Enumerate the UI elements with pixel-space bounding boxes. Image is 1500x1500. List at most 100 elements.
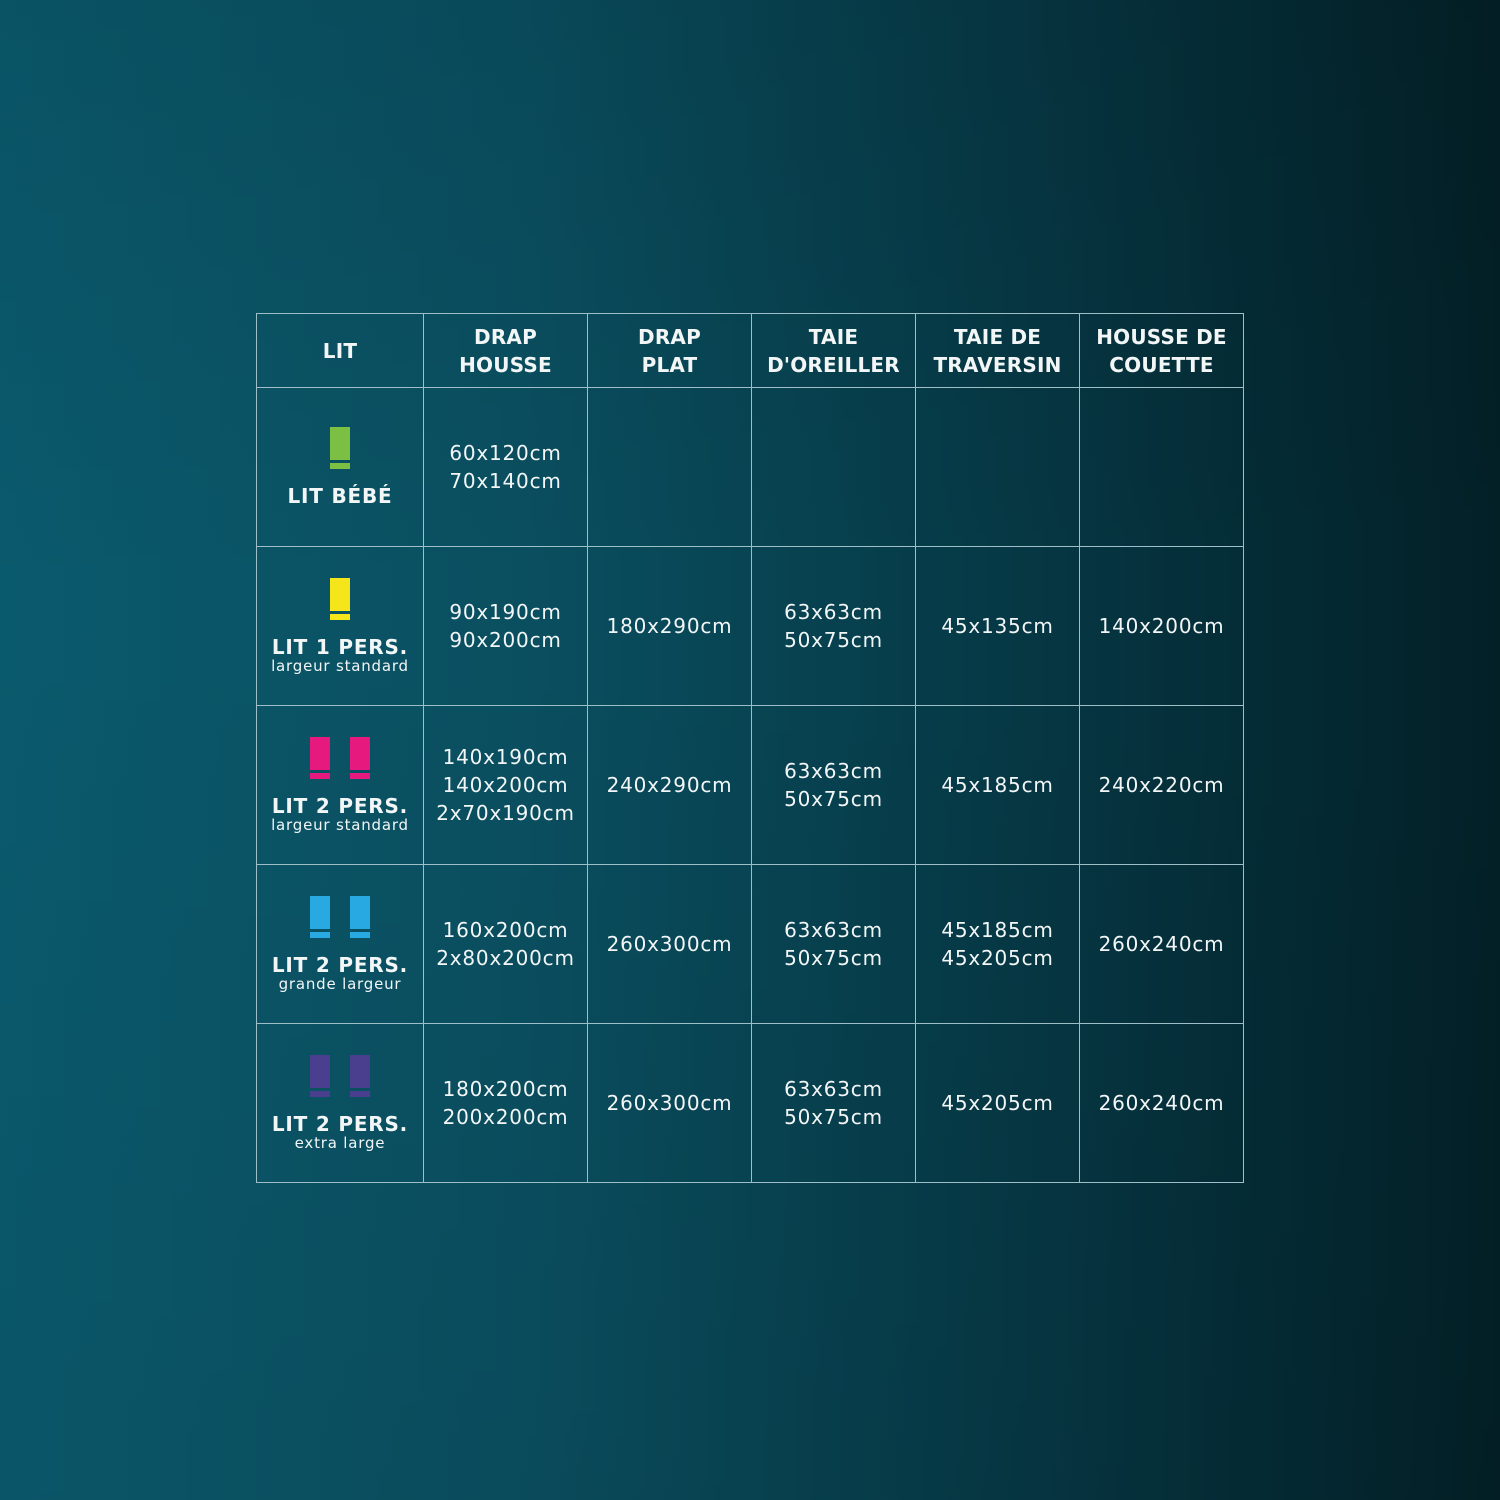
bed-icon [310, 1054, 330, 1099]
bed-type-subtitle: largeur standard [271, 815, 409, 834]
bed-type-cell: LIT 2 PERS. extra large [256, 1023, 424, 1183]
bed-type-subtitle: extra large [294, 1133, 386, 1152]
header-label: DRAP [474, 324, 537, 349]
double-bed-icon [257, 895, 423, 940]
header-label: TAIE DE [953, 324, 1042, 349]
column-header: DRAP PLAT [587, 313, 752, 388]
size-cell: 160x200cm 2x80x200cm [423, 864, 588, 1024]
header-label: DRAP [638, 324, 701, 349]
size-cell: 240x290cm [587, 705, 752, 865]
size-value: 60x120cm [449, 441, 562, 465]
size-value: 63x63cm [784, 600, 883, 624]
header-label: HOUSSE DE [1096, 324, 1227, 349]
header-label: TRAVERSIN [933, 352, 1062, 377]
header-label: D'OREILLER [767, 352, 900, 377]
size-cell: 45x185cm [915, 705, 1080, 865]
header-label: HOUSSE [459, 352, 552, 377]
bed-icon [330, 427, 350, 471]
bed-type-name: LIT BÉBÉ [287, 484, 393, 508]
bed-icon [330, 577, 350, 622]
size-value: 180x200cm [442, 1077, 569, 1101]
column-header: TAIE D'OREILLER [751, 313, 916, 388]
size-cell: 90x190cm 90x200cm [423, 546, 588, 706]
size-cell: 63x63cm 50x75cm [751, 546, 916, 706]
single-bed-icon [257, 577, 423, 622]
size-value: 140x200cm [1098, 614, 1225, 638]
size-cell: 63x63cm 50x75cm [751, 1023, 916, 1183]
size-cell: 60x120cm 70x140cm [423, 387, 588, 547]
size-cell [1079, 387, 1244, 547]
size-value: 260x300cm [606, 1091, 733, 1115]
size-value: 50x75cm [784, 1105, 883, 1129]
bed-type-cell: LIT 2 PERS. grande largeur [256, 864, 424, 1024]
size-value: 45x205cm [941, 1091, 1054, 1115]
bed-icon [310, 895, 330, 940]
header-label: TAIE [808, 324, 859, 349]
size-cell: 63x63cm 50x75cm [751, 705, 916, 865]
size-value: 140x200cm [442, 773, 569, 797]
size-cell: 63x63cm 50x75cm [751, 864, 916, 1024]
size-value: 140x190cm [442, 745, 569, 769]
bed-type-name: LIT 2 PERS. [271, 952, 409, 977]
bed-linen-size-table: LIT DRAP HOUSSE DRAP PLAT TAIE D'OREILLER TAIE … [256, 313, 1244, 1183]
header-label: COUETTE [1109, 352, 1214, 377]
bed-icon [310, 736, 330, 781]
size-value: 63x63cm [784, 759, 883, 783]
size-cell [587, 387, 752, 547]
size-value: 45x185cm [941, 918, 1054, 942]
bed-type-cell: LIT BÉBÉ [256, 387, 424, 547]
double-bed-icon [257, 736, 423, 781]
table-row: LIT 2 PERS. largeur standard 140x190cm 140x… [256, 705, 1244, 865]
size-value: 50x75cm [784, 628, 883, 652]
size-value: 260x240cm [1098, 932, 1225, 956]
header-label: PLAT [641, 352, 698, 377]
bed-type-name: LIT 1 PERS. [271, 634, 409, 659]
size-value: 70x140cm [449, 469, 562, 493]
single-bed-icon [257, 427, 423, 471]
size-value: 50x75cm [784, 787, 883, 811]
bed-type-cell: LIT 2 PERS. largeur standard [256, 705, 424, 865]
double-bed-icon [257, 1054, 423, 1099]
bed-type-cell: LIT 1 PERS. largeur standard [256, 546, 424, 706]
size-value: 260x300cm [606, 932, 733, 956]
size-cell: 140x200cm [1079, 546, 1244, 706]
size-value: 240x220cm [1098, 773, 1225, 797]
size-value: 63x63cm [784, 1077, 883, 1101]
header-row: LIT DRAP HOUSSE DRAP PLAT TAIE D'OREILLER TAIE … [256, 313, 1244, 388]
table-row: LIT 2 PERS. grande largeur 160x200cm 2x80x2… [256, 864, 1244, 1024]
size-cell: 260x300cm [587, 1023, 752, 1183]
header-label: LIT [322, 338, 358, 363]
size-cell: 45x205cm [915, 1023, 1080, 1183]
size-cell: 180x200cm 200x200cm [423, 1023, 588, 1183]
size-cell [751, 387, 916, 547]
size-value: 260x240cm [1098, 1091, 1225, 1115]
size-cell: 45x185cm 45x205cm [915, 864, 1080, 1024]
size-cell: 45x135cm [915, 546, 1080, 706]
size-value: 50x75cm [784, 946, 883, 970]
bed-icon [350, 895, 370, 940]
column-header: HOUSSE DE COUETTE [1079, 313, 1244, 388]
size-cell: 260x300cm [587, 864, 752, 1024]
bed-type-name: LIT 2 PERS. [271, 793, 409, 818]
column-header: TAIE DE TRAVERSIN [915, 313, 1080, 388]
size-value: 90x190cm [449, 600, 562, 624]
size-value: 45x205cm [941, 946, 1054, 970]
size-value: 2x80x200cm [436, 946, 575, 970]
table-row: LIT 1 PERS. largeur standard 90x190cm 90x20… [256, 546, 1244, 706]
size-cell: 240x220cm [1079, 705, 1244, 865]
size-value: 63x63cm [784, 918, 883, 942]
bed-icon [350, 1054, 370, 1099]
size-value: 2x70x190cm [436, 801, 575, 825]
column-header: LIT [256, 313, 424, 388]
size-cell: 260x240cm [1079, 1023, 1244, 1183]
bed-type-subtitle: largeur standard [271, 656, 409, 675]
size-value: 45x135cm [941, 614, 1054, 638]
size-value: 160x200cm [442, 918, 569, 942]
column-header: DRAP HOUSSE [423, 313, 588, 388]
table-row: LIT BÉBÉ 60x120cm 70x140cm [256, 387, 1244, 547]
size-value: 90x200cm [449, 628, 562, 652]
bed-type-name: LIT 2 PERS. [271, 1111, 409, 1136]
size-cell: 180x290cm [587, 546, 752, 706]
table-row: LIT 2 PERS. extra large 180x200cm 200x200cm… [256, 1023, 1244, 1183]
size-value: 240x290cm [606, 773, 733, 797]
